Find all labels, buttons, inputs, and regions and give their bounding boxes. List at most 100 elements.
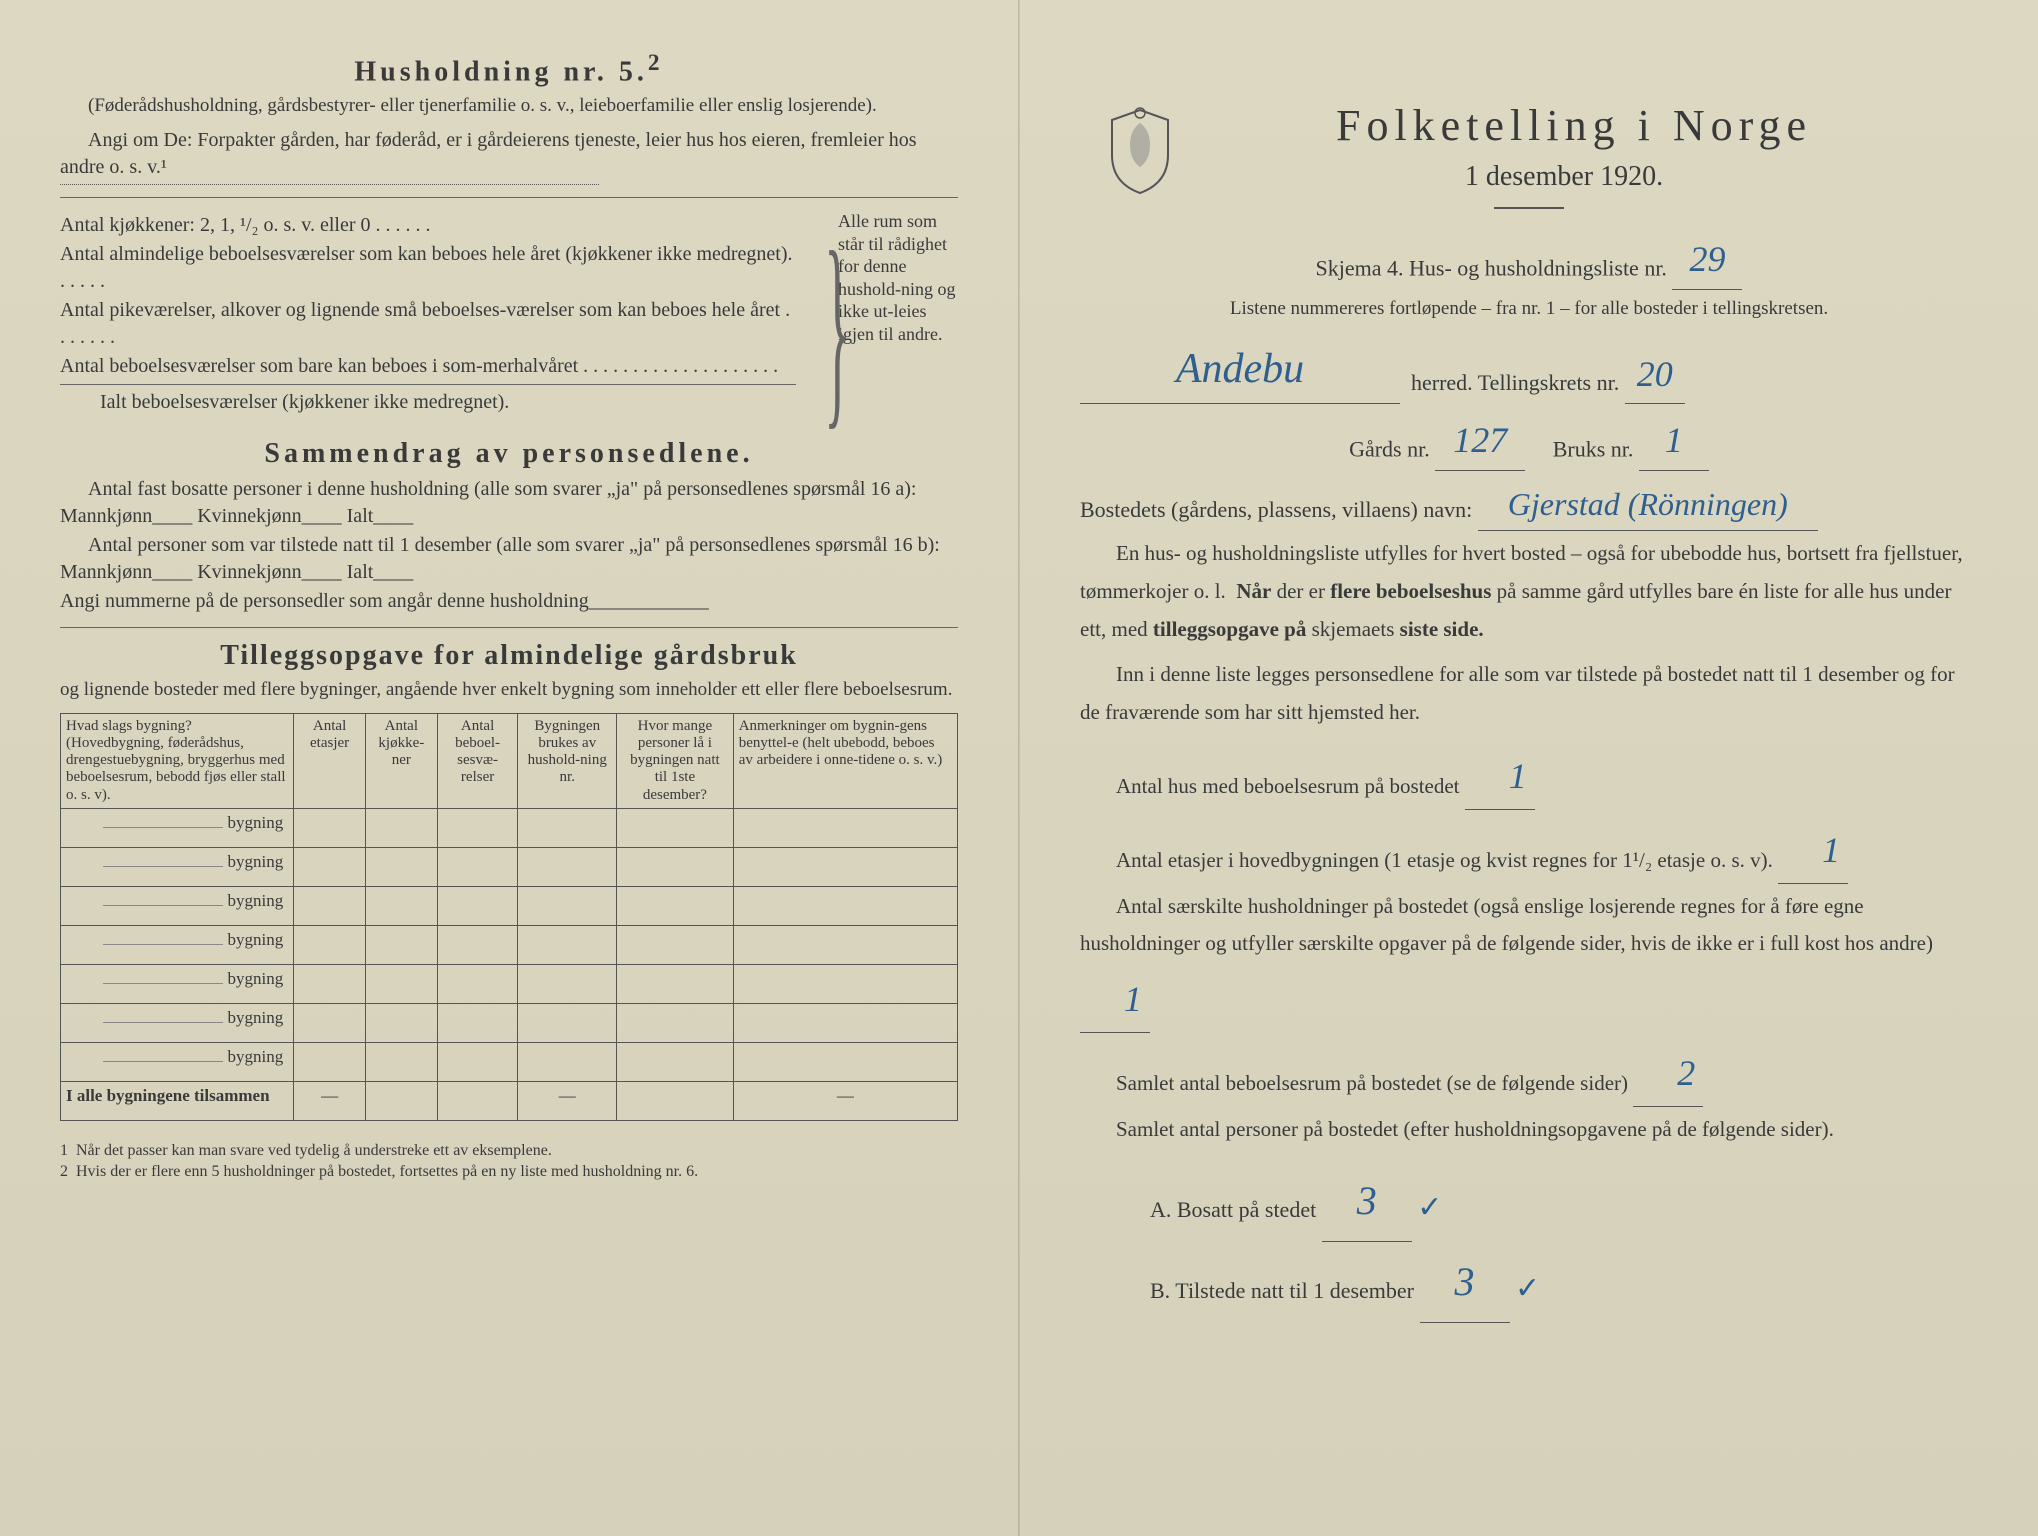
table-total-row: I alle bygningene tilsammen — — —: [61, 1081, 958, 1120]
footnote-2: 2 Hvis der er flere enn 5 husholdninger …: [60, 1162, 958, 1183]
sam-line-2: Antal personer som var tilstede natt til…: [60, 532, 958, 586]
skjema-label: Skjema 4. Hus- og husholdningsliste nr.: [1316, 255, 1667, 280]
empty-cell: [437, 1003, 518, 1042]
b-label: B. Tilstede natt til 1 desember: [1150, 1278, 1414, 1303]
building-table: Hvad slags bygning? (Hovedbygning, føder…: [60, 713, 958, 1121]
empty-cell: [437, 1042, 518, 1081]
empty-cell: [437, 886, 518, 925]
empty-cell: [733, 847, 957, 886]
check-icon: ✓: [1417, 1191, 1442, 1224]
heading-text: Husholdning nr. 5.: [354, 56, 648, 87]
empty-cell: [294, 964, 366, 1003]
row-label-cell: bygning: [61, 925, 294, 964]
footer-totals: A. Bosatt på stedet 3 ✓ B. Tilstede natt…: [1150, 1157, 1978, 1319]
empty-cell: [518, 808, 617, 847]
table-row: bygning: [61, 1003, 958, 1042]
brace: }: [810, 210, 824, 418]
check-icon: ✓: [1515, 1272, 1540, 1305]
total-label: I alle bygningene tilsammen: [61, 1081, 294, 1120]
herred-line: Andebu herred. Tellingskrets nr. 20: [1080, 332, 1978, 400]
row-label-cell: bygning: [61, 1003, 294, 1042]
empty-cell: [617, 1042, 734, 1081]
q-etasjer-val: 1: [1778, 818, 1848, 884]
skjema-line: Skjema 4. Hus- og husholdningsliste nr. …: [1080, 227, 1978, 286]
total-cell: —: [294, 1081, 366, 1120]
empty-cell: [733, 886, 957, 925]
empty-cell: [294, 1042, 366, 1081]
th-5: Hvor mange personer lå i bygningen natt …: [617, 713, 734, 808]
empty-cell: [294, 925, 366, 964]
empty-cell: [733, 964, 957, 1003]
blank-line: [60, 183, 599, 185]
q-samlet-rum-label: Samlet antal beboelsesrum på bostedet (s…: [1116, 1071, 1628, 1095]
separator-2: [60, 627, 958, 628]
line-a: A. Bosatt på stedet 3 ✓: [1150, 1157, 1978, 1238]
empty-cell: [518, 1003, 617, 1042]
gards-label: Gårds nr.: [1349, 437, 1430, 462]
bruks-label: Bruks nr.: [1553, 437, 1634, 462]
right-page: Folketelling i Norge 1 desember 1920. Sk…: [1019, 0, 2038, 1536]
table-row: bygning: [61, 847, 958, 886]
main-title: Folketelling i Norge: [1170, 100, 1978, 151]
rooms-block: Antal kjøkkener: 2, 1, ¹/₂ o. s. v. elle…: [60, 210, 958, 418]
table-row: bygning: [61, 925, 958, 964]
empty-cell: [294, 886, 366, 925]
husholdning-heading: Husholdning nr. 5.2: [60, 50, 958, 88]
krets-nr: 20: [1625, 346, 1685, 405]
th-4: Bygningen brukes av hushold-ning nr.: [518, 713, 617, 808]
th-2: Antal kjøkke-ner: [365, 713, 437, 808]
q-hushold-label: Antal særskilte husholdninger på bostede…: [1080, 894, 1933, 956]
empty-cell: [617, 925, 734, 964]
empty-cell: [437, 808, 518, 847]
herred-hand: Andebu: [1080, 336, 1400, 404]
empty-cell: [365, 886, 437, 925]
footnote-1: 1 Når det passer kan man svare ved tydel…: [60, 1141, 958, 1162]
herred-label: herred. Tellingskrets nr.: [1411, 370, 1619, 395]
bruks-nr: 1: [1639, 412, 1709, 471]
bosted-line: Bostedets (gårdens, plassens, villaens) …: [1080, 475, 1978, 527]
empty-cell: [294, 808, 366, 847]
separator: [60, 197, 958, 198]
table-row: bygning: [61, 964, 958, 1003]
rooms-main-col: Antal kjøkkener: 2, 1, ¹/₂ o. s. v. elle…: [60, 210, 796, 418]
document-spread: Husholdning nr. 5.2 (Føderådshusholdning…: [0, 0, 2038, 1536]
empty-cell: [733, 808, 957, 847]
th-0: Hvad slags bygning? (Hovedbygning, føder…: [61, 713, 294, 808]
total-cell: [617, 1081, 734, 1120]
parenth-note: (Føderådshusholdning, gårdsbestyrer- ell…: [60, 94, 958, 119]
table-row: bygning: [61, 808, 958, 847]
th-6: Anmerkninger om bygnin-gens benyttel-e (…: [733, 713, 957, 808]
empty-cell: [365, 1003, 437, 1042]
row-label-cell: bygning: [61, 964, 294, 1003]
empty-cell: [617, 886, 734, 925]
q-etasjer-label: Antal etasjer i hovedbygningen (1 etasje…: [1116, 848, 1773, 872]
row-label-cell: bygning: [61, 1042, 294, 1081]
empty-cell: [365, 1042, 437, 1081]
gards-line: Gårds nr. 127 Bruks nr. 1: [1080, 408, 1978, 467]
empty-cell: [365, 964, 437, 1003]
q-samlet-rum: Samlet antal beboelsesrum på bostedet (s…: [1080, 1037, 1978, 1103]
line-b: B. Tilstede natt til 1 desember 3 ✓: [1150, 1238, 1978, 1319]
skjema-nr: 29: [1672, 231, 1742, 290]
footnotes: 1 Når det passer kan man svare ved tydel…: [60, 1141, 958, 1183]
a-val: 3: [1322, 1161, 1412, 1242]
gards-nr: 127: [1435, 412, 1525, 471]
subtitle: 1 desember 1920.: [1150, 161, 1978, 193]
b-val: 3: [1420, 1242, 1510, 1323]
empty-cell: [733, 1003, 957, 1042]
table-row: bygning: [61, 886, 958, 925]
row-label-cell: bygning: [61, 847, 294, 886]
heading-sup: 2: [648, 50, 664, 76]
table-row: bygning: [61, 1042, 958, 1081]
empty-cell: [617, 808, 734, 847]
tillegg-title: Tilleggsopgave for almindelige gårdsbruk: [60, 640, 958, 672]
q-etasjer: Antal etasjer i hovedbygningen (1 etasje…: [1080, 814, 1978, 880]
q-samlet-rum-val: 2: [1633, 1041, 1703, 1107]
sommer-line: Antal beboelsesværelser som bare kan beb…: [60, 353, 796, 380]
pike-line: Antal pikeværelser, alkover og lignende …: [60, 297, 796, 351]
total-cell: —: [518, 1081, 617, 1120]
empty-cell: [733, 925, 957, 964]
empty-cell: [437, 925, 518, 964]
table-foot: I alle bygningene tilsammen — — —: [61, 1081, 958, 1120]
table-header-row: Hvad slags bygning? (Hovedbygning, føder…: [61, 713, 958, 808]
